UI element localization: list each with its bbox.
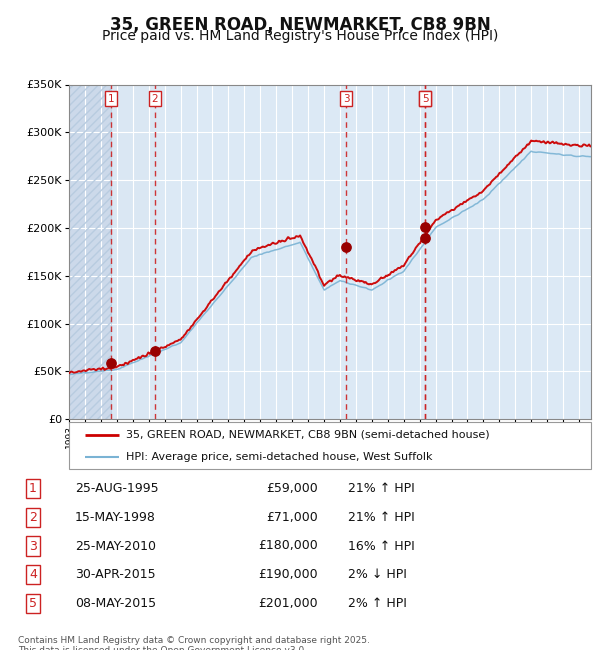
Text: Price paid vs. HM Land Registry's House Price Index (HPI): Price paid vs. HM Land Registry's House …: [102, 29, 498, 43]
Text: £71,000: £71,000: [266, 511, 318, 524]
Text: 3: 3: [343, 94, 350, 104]
Text: £190,000: £190,000: [259, 568, 318, 581]
Point: [341, 242, 351, 252]
Text: 25-AUG-1995: 25-AUG-1995: [75, 482, 158, 495]
Text: Contains HM Land Registry data © Crown copyright and database right 2025.
This d: Contains HM Land Registry data © Crown c…: [18, 636, 370, 650]
Text: 3: 3: [29, 540, 37, 552]
Text: 2: 2: [29, 511, 37, 524]
Bar: [69, 84, 111, 419]
Point: [106, 358, 116, 368]
Text: 2% ↑ HPI: 2% ↑ HPI: [348, 597, 407, 610]
Text: 4: 4: [29, 568, 37, 581]
Text: 1: 1: [108, 94, 115, 104]
Text: £201,000: £201,000: [259, 597, 318, 610]
Text: 16% ↑ HPI: 16% ↑ HPI: [348, 540, 415, 552]
Bar: [111, 84, 155, 419]
Text: 5: 5: [29, 597, 37, 610]
Text: 2% ↓ HPI: 2% ↓ HPI: [348, 568, 407, 581]
Text: 21% ↑ HPI: 21% ↑ HPI: [348, 511, 415, 524]
Text: 15-MAY-1998: 15-MAY-1998: [75, 511, 156, 524]
Point: [420, 232, 430, 242]
Text: £180,000: £180,000: [258, 540, 318, 552]
Text: 08-MAY-2015: 08-MAY-2015: [75, 597, 156, 610]
Text: 35, GREEN ROAD, NEWMARKET, CB8 9BN (semi-detached house): 35, GREEN ROAD, NEWMARKET, CB8 9BN (semi…: [127, 430, 490, 439]
Text: 35, GREEN ROAD, NEWMARKET, CB8 9BN: 35, GREEN ROAD, NEWMARKET, CB8 9BN: [110, 16, 490, 34]
Text: 2: 2: [151, 94, 158, 104]
Text: 25-MAY-2010: 25-MAY-2010: [75, 540, 156, 552]
Text: 4: 4: [422, 94, 428, 104]
Point: [421, 222, 430, 232]
FancyBboxPatch shape: [69, 422, 591, 469]
Text: 30-APR-2015: 30-APR-2015: [75, 568, 155, 581]
Text: 21% ↑ HPI: 21% ↑ HPI: [348, 482, 415, 495]
Text: 5: 5: [422, 94, 428, 104]
Text: 1: 1: [29, 482, 37, 495]
Text: £59,000: £59,000: [266, 482, 318, 495]
Bar: [69, 84, 111, 419]
Text: HPI: Average price, semi-detached house, West Suffolk: HPI: Average price, semi-detached house,…: [127, 452, 433, 462]
Point: [150, 346, 160, 357]
